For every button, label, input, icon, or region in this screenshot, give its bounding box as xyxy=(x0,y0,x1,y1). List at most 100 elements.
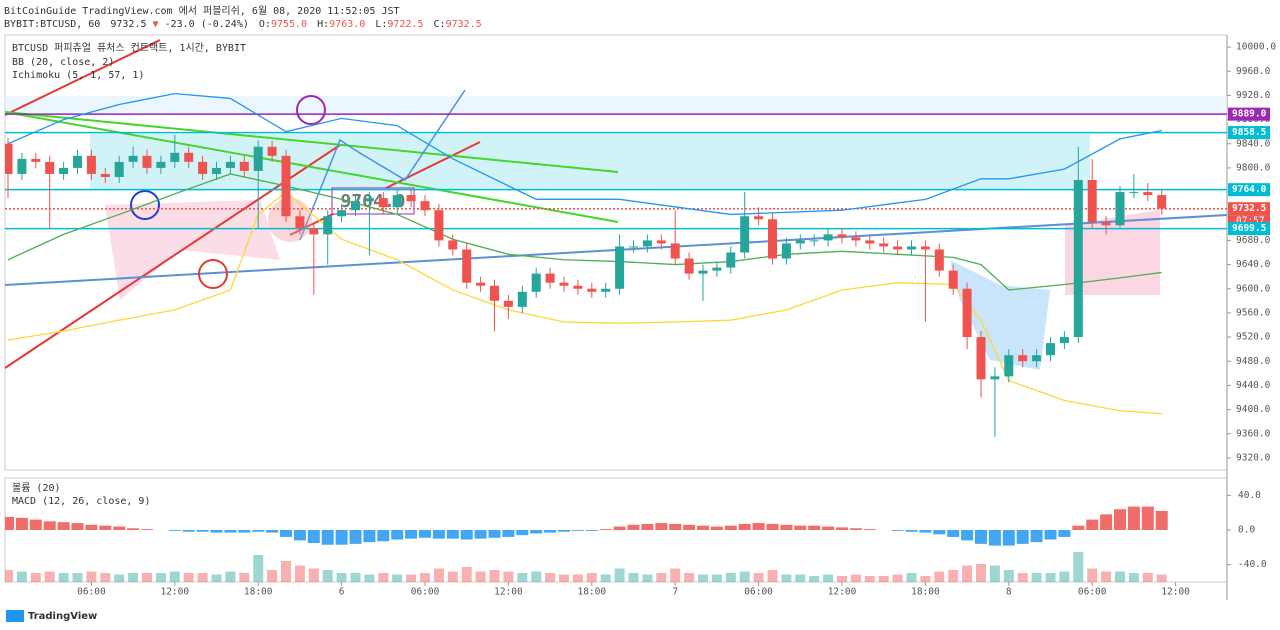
macd-bar xyxy=(1016,530,1029,544)
macd-bar xyxy=(558,530,570,532)
legend: MACD (12, 26, close, 9) xyxy=(12,496,150,507)
macd-bar xyxy=(460,530,473,540)
macd-bar xyxy=(210,530,223,533)
volume-bar xyxy=(559,574,569,582)
macd-bar xyxy=(71,523,84,530)
macd-bar xyxy=(738,523,751,530)
cloud xyxy=(1065,210,1160,295)
candle-body xyxy=(156,161,166,168)
y-tick-label: 9560.0 xyxy=(1236,307,1271,318)
volume-bar xyxy=(545,573,556,582)
legend: BTCUSD 퍼피츄얼 퓨처스 컨트랙트, 1시간, BYBIT xyxy=(12,42,246,54)
macd-bar xyxy=(141,529,153,530)
candle-body xyxy=(962,288,972,338)
macd-bar xyxy=(502,530,515,537)
volume-bar xyxy=(447,571,458,582)
macd-bar xyxy=(168,530,181,531)
candle-body xyxy=(448,240,458,250)
y-tick-label: 9800.0 xyxy=(1236,162,1271,173)
x-tick-label: 12:00 xyxy=(1161,587,1190,598)
price-tag xyxy=(1228,126,1270,140)
candle-body xyxy=(517,291,527,307)
volume-bar xyxy=(976,564,986,582)
macd-bar xyxy=(780,524,793,530)
price-tag-label: 9699.5 xyxy=(1232,223,1267,234)
candle-body xyxy=(184,152,194,162)
main-plot: 9704.0 xyxy=(5,39,1227,437)
volume-bar xyxy=(392,574,403,582)
x-tick-label: 7 xyxy=(672,587,678,598)
legend: Ichimoku (5, 1, 57, 1) xyxy=(12,70,144,81)
volume-bar xyxy=(1073,552,1084,582)
candle-body xyxy=(1059,337,1069,344)
macd-bar xyxy=(1155,510,1168,530)
volume-bar xyxy=(1156,574,1167,582)
y-tick-label: 10000.0 xyxy=(1236,42,1276,53)
volume-bar xyxy=(322,570,333,582)
y-tick-label: 9520.0 xyxy=(1236,332,1271,343)
volume-bar xyxy=(948,570,959,582)
candle-body xyxy=(990,376,1000,380)
macd-bar xyxy=(766,523,779,530)
candle-body xyxy=(837,234,847,238)
candle-body xyxy=(684,258,694,274)
volume-bar xyxy=(44,571,55,582)
macd-bar xyxy=(710,526,723,530)
candle-body xyxy=(1115,192,1125,226)
candle-body xyxy=(170,152,180,162)
macd-bar xyxy=(697,525,709,530)
candle-body xyxy=(1073,180,1083,338)
macd-bar xyxy=(669,523,682,530)
volume-bar xyxy=(1115,571,1125,582)
macd-bar xyxy=(752,523,765,530)
volume-bar xyxy=(850,574,861,582)
macd-bar xyxy=(391,530,404,540)
x-tick-label: 8 xyxy=(1006,587,1012,598)
macd-bar xyxy=(99,525,112,530)
macd-bar xyxy=(196,530,209,532)
candle-body xyxy=(920,246,930,250)
candle-body xyxy=(462,249,472,283)
price-tag-label: 9858.5 xyxy=(1232,127,1267,138)
countdown: 07:57 xyxy=(1236,216,1265,227)
macd-bar xyxy=(571,530,584,531)
candle-body xyxy=(879,243,889,247)
volume-bar xyxy=(684,573,695,582)
macd-bar xyxy=(474,530,487,539)
macd-bar xyxy=(975,530,987,544)
volume-bar xyxy=(809,576,820,582)
volume-bar xyxy=(1059,571,1070,582)
volume-bar xyxy=(58,573,69,582)
x-tick-label: 06:00 xyxy=(77,587,106,598)
volume-bar xyxy=(364,574,375,582)
candle-body xyxy=(1004,355,1014,377)
volume-bar xyxy=(169,571,180,582)
macd-bar xyxy=(863,529,876,530)
candle-body xyxy=(323,216,333,235)
candle-body xyxy=(1143,192,1153,196)
candle-body xyxy=(795,240,805,244)
volume-bar xyxy=(837,576,847,582)
candle-body xyxy=(1087,180,1097,223)
macd-bar xyxy=(516,530,529,536)
volume-bar xyxy=(336,573,347,582)
volume-bar xyxy=(1003,570,1014,582)
candle-body xyxy=(281,155,291,217)
footer: TradingView xyxy=(28,611,97,622)
x-tick-label: 12:00 xyxy=(160,587,189,598)
trend-line xyxy=(5,111,619,223)
lower-plot xyxy=(5,506,1168,582)
volume-bar xyxy=(920,576,931,582)
macd-bar xyxy=(377,530,390,542)
candle-body xyxy=(45,161,55,174)
candle-body xyxy=(31,158,41,162)
volume-bar xyxy=(962,565,973,582)
volume-bar xyxy=(253,555,264,582)
volume-bar xyxy=(1045,573,1056,582)
volume-bar xyxy=(628,573,639,582)
cloud xyxy=(105,200,280,300)
candle-body xyxy=(5,143,13,174)
volume-bar xyxy=(378,573,389,582)
l-label: L: xyxy=(375,19,387,30)
macd-bar xyxy=(794,525,807,530)
